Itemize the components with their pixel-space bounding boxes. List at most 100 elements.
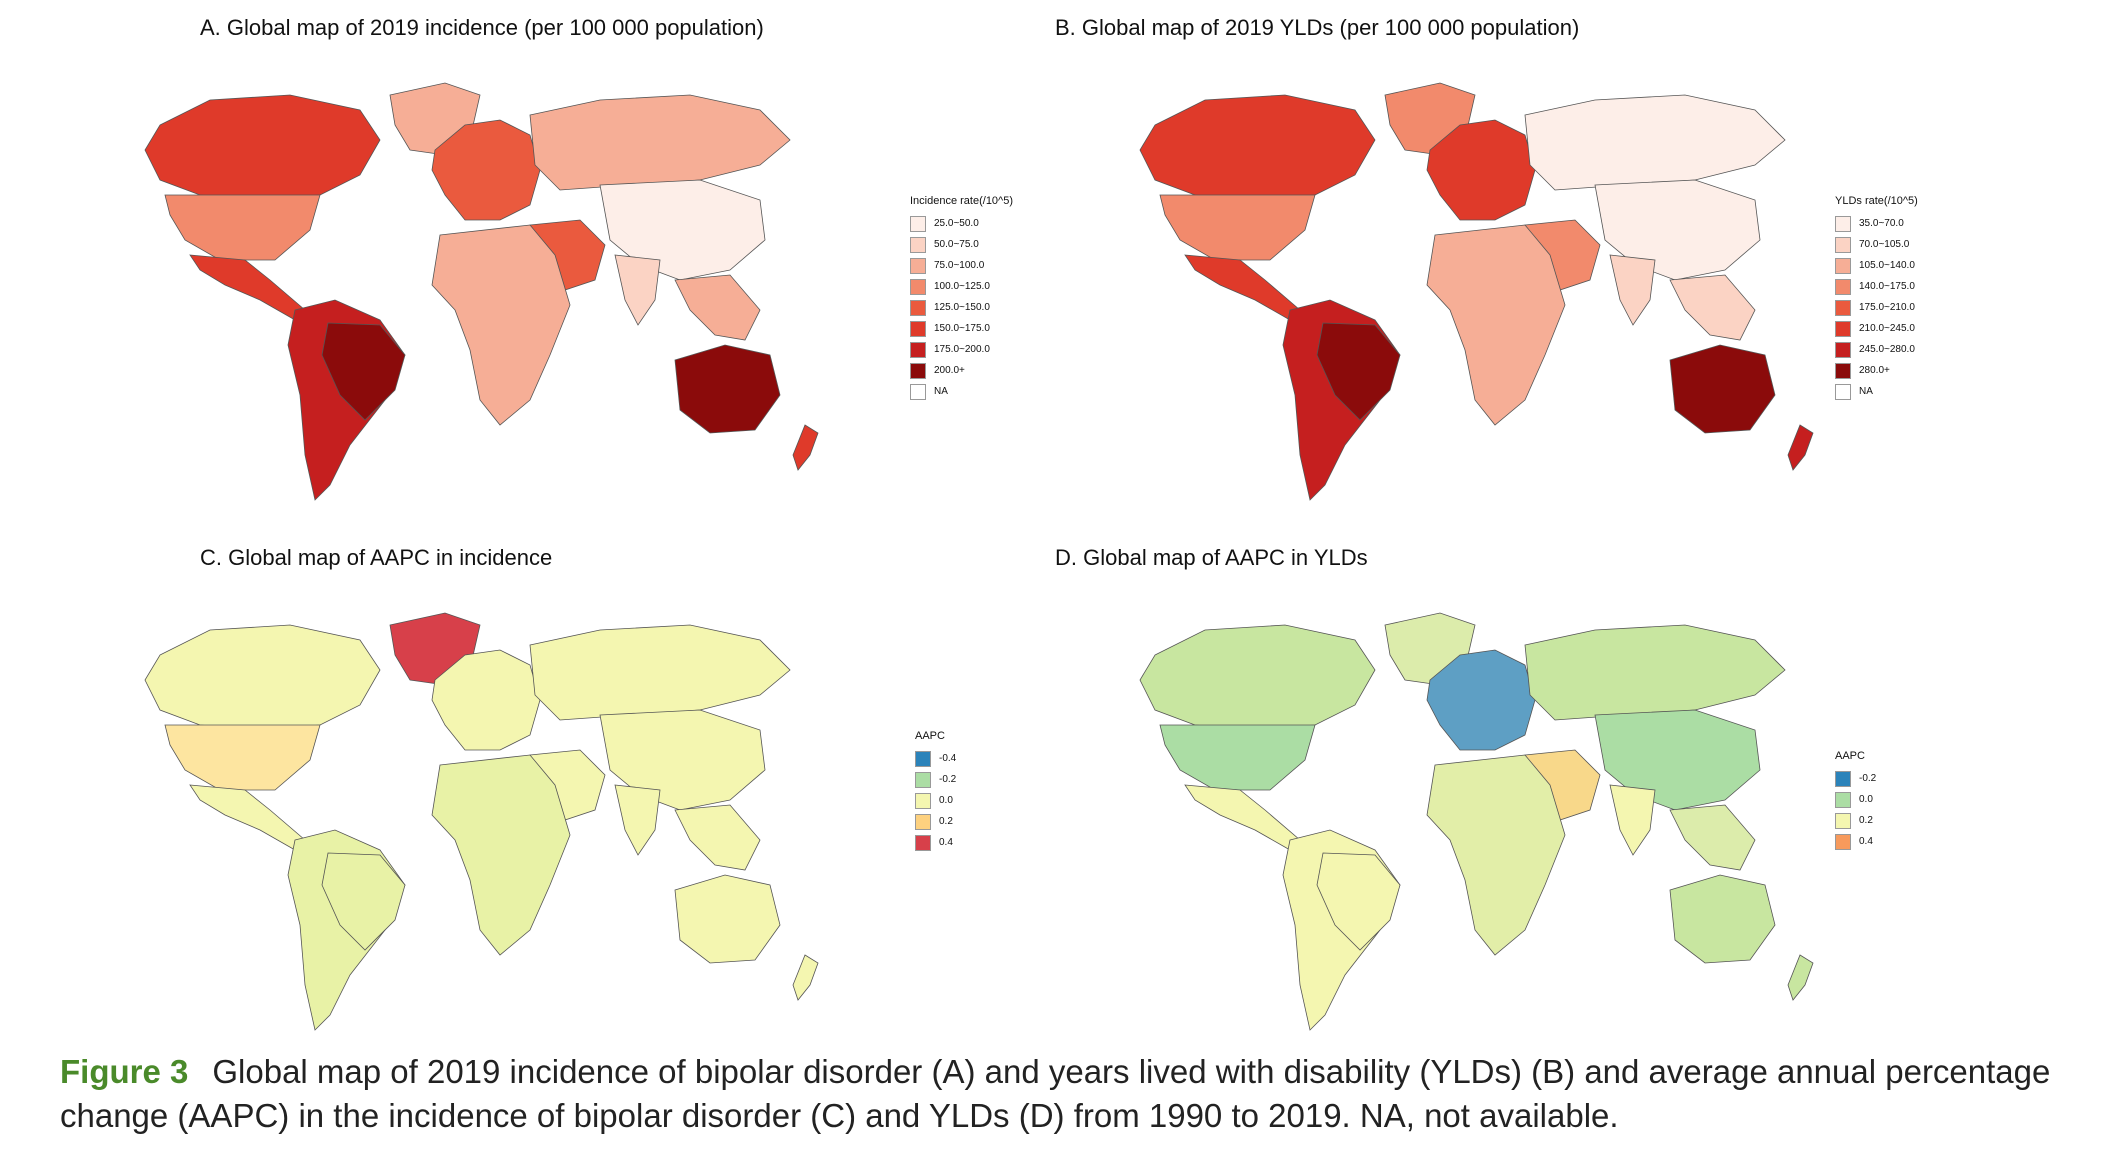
region-southeast-asia <box>674 804 761 871</box>
legend-swatch <box>910 320 926 337</box>
region-europe <box>1426 649 1536 751</box>
legend-item: 0.0 <box>1835 789 1876 810</box>
legend-label: 100.0~125.0 <box>934 281 990 292</box>
region-india <box>1609 254 1656 326</box>
legend-b: YLDs rate(/10^5) 35.0~70.0 70.0~105.0 105.… <box>1835 195 1918 402</box>
legend-item: 25.0~50.0 <box>910 213 1013 234</box>
region-north-america <box>164 194 321 261</box>
region-asia <box>1594 709 1761 811</box>
legend-item: NA <box>1835 381 1918 402</box>
region-asia <box>599 179 766 281</box>
legend-label: -0.2 <box>1859 773 1877 784</box>
legend-item: -0.4 <box>915 748 956 769</box>
region-russia <box>1524 94 1786 191</box>
legend-label: 140.0~175.0 <box>1859 281 1915 292</box>
legend-item: 210.0~245.0 <box>1835 318 1918 339</box>
legend-item: 70.0~105.0 <box>1835 234 1918 255</box>
legend-item: 140.0~175.0 <box>1835 276 1918 297</box>
legend-swatch <box>1835 299 1851 316</box>
legend-item: 280.0+ <box>1835 360 1918 381</box>
region-asia <box>1594 179 1761 281</box>
region-north-america <box>1159 724 1316 791</box>
region-brazil <box>1316 322 1401 421</box>
legend-item: 175.0~200.0 <box>910 339 1013 360</box>
legend-label: 0.0 <box>939 795 953 806</box>
region-canada <box>144 624 381 731</box>
legend-swatch <box>910 299 926 316</box>
panel-c-title: C. Global map of AAPC in incidence <box>200 545 553 570</box>
region-africa <box>431 754 571 956</box>
legend-c-title: AAPC <box>915 730 945 742</box>
legend-swatch <box>910 383 926 400</box>
region-africa <box>1426 224 1566 426</box>
legend-a: Incidence rate(/10^5) 25.0~50.0 50.0~75.0… <box>910 195 1013 402</box>
legend-label: 280.0+ <box>1859 365 1890 376</box>
legend-label: 50.0~75.0 <box>934 239 979 250</box>
legend-item: 200.0+ <box>910 360 1013 381</box>
legend-item: -0.2 <box>915 769 956 790</box>
region-canada <box>1139 94 1376 201</box>
legend-label: 0.0 <box>1859 794 1873 805</box>
legend-label: 150.0~175.0 <box>934 323 990 334</box>
region-canada <box>1139 624 1376 731</box>
legend-swatch <box>1835 812 1851 829</box>
legend-item: 50.0~75.0 <box>910 234 1013 255</box>
legend-swatch <box>1835 362 1851 379</box>
legend-swatch <box>910 215 926 232</box>
region-russia <box>1524 624 1786 721</box>
panel-a: A. Global map of 2019 incidence (per 100… <box>60 15 1060 535</box>
figure-caption: Figure 3 Global map of 2019 incidence of … <box>60 1050 2070 1138</box>
legend-label: 0.2 <box>939 816 953 827</box>
legend-swatch <box>1835 833 1851 850</box>
world-map-c <box>144 612 819 1031</box>
region-north-america <box>164 724 321 791</box>
region-india <box>1609 784 1656 856</box>
caption-text: Global map of 2019 incidence of bipolar … <box>60 1053 2051 1134</box>
region-new-zealand <box>1787 424 1814 471</box>
legend-item: 105.0~140.0 <box>1835 255 1918 276</box>
legend-label: 70.0~105.0 <box>1859 239 1910 250</box>
panel-b: B. Global map of 2019 YLDs (per 100 000 … <box>1055 15 2055 535</box>
legend-item: 0.2 <box>1835 810 1876 831</box>
region-canada <box>144 94 381 201</box>
region-southeast-asia <box>1669 274 1756 341</box>
legend-swatch <box>915 792 931 809</box>
legend-label: 200.0+ <box>934 365 965 376</box>
legend-d-title: AAPC <box>1835 750 1865 762</box>
region-mexico-central <box>1184 784 1301 851</box>
legend-item: 75.0~100.0 <box>910 255 1013 276</box>
region-asia <box>599 709 766 811</box>
legend-d: AAPC -0.2 0.0 0.2 0.4 <box>1835 750 1876 852</box>
legend-label: -0.4 <box>939 753 957 764</box>
legend-swatch <box>1835 215 1851 232</box>
region-africa <box>431 224 571 426</box>
legend-swatch <box>910 236 926 253</box>
legend-label: 25.0~50.0 <box>934 218 979 229</box>
legend-swatch <box>1835 257 1851 274</box>
region-australia <box>1669 874 1776 964</box>
legend-label: 175.0~200.0 <box>934 344 990 355</box>
legend-a-title: Incidence rate(/10^5) <box>910 195 1013 207</box>
world-map-b <box>1139 82 1814 501</box>
legend-item: -0.2 <box>1835 768 1876 789</box>
legend-swatch <box>1835 383 1851 400</box>
legend-label: 245.0~280.0 <box>1859 344 1915 355</box>
legend-swatch <box>910 278 926 295</box>
region-russia <box>529 624 791 721</box>
legend-label: 0.4 <box>939 837 953 848</box>
legend-swatch <box>915 771 931 788</box>
legend-swatch <box>915 813 931 830</box>
region-mexico-central <box>189 784 306 851</box>
legend-label: 75.0~100.0 <box>934 260 985 271</box>
region-australia <box>674 874 781 964</box>
legend-label: 210.0~245.0 <box>1859 323 1915 334</box>
legend-item: 0.2 <box>915 811 956 832</box>
panel-c: C. Global map of AAPC in incidence AAPC … <box>60 545 1060 1065</box>
region-southeast-asia <box>674 274 761 341</box>
panel-d: D. Global map of AAPC in YLDs AAPC -0.2 0… <box>1055 545 2055 1065</box>
legend-item: 0.0 <box>915 790 956 811</box>
legend-label: 0.4 <box>1859 836 1873 847</box>
legend-label: 0.2 <box>1859 815 1873 826</box>
figure-label: Figure 3 <box>60 1053 189 1090</box>
region-north-america <box>1159 194 1316 261</box>
